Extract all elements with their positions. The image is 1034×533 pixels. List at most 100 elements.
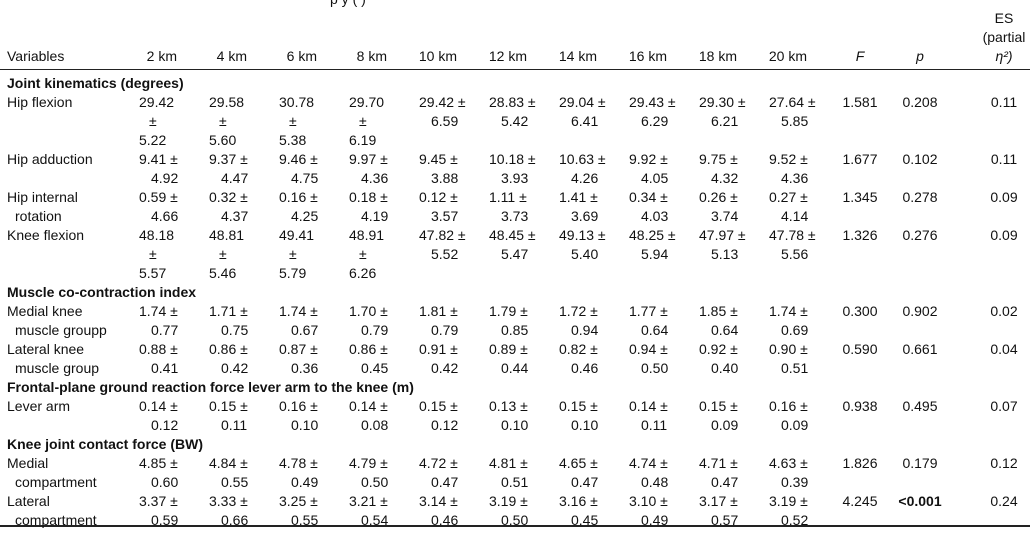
- data-cell: 3.17 ±: [699, 493, 738, 509]
- data-cell: 48.18: [139, 227, 175, 243]
- data-cell: 6.19: [349, 132, 377, 148]
- data-cell: 9.37 ±: [209, 151, 248, 167]
- data-cell: 4.36: [361, 170, 389, 186]
- data-cell: 0.48: [641, 474, 669, 490]
- data-cell: 0.86 ±: [209, 341, 248, 357]
- header-f: F: [855, 48, 865, 64]
- data-cell: 0.89 ±: [489, 341, 528, 357]
- data-cell: 9.97 ±: [349, 151, 388, 167]
- data-cell: 27.64 ±: [769, 94, 816, 110]
- data-cell: 0.50: [361, 474, 389, 490]
- data-cell: 0.92 ±: [699, 341, 738, 357]
- data-cell: 6.41: [571, 113, 599, 129]
- data-cell: 3.19 ±: [489, 493, 528, 509]
- row-label: Hip flexion: [7, 94, 73, 110]
- p-value: 0.276: [902, 227, 938, 243]
- row-label: Knee flexion: [7, 227, 85, 243]
- data-cell: 0.16 ±: [279, 189, 318, 205]
- data-cell: 4.03: [641, 208, 669, 224]
- data-cell: 4.72 ±: [419, 455, 458, 471]
- data-cell: 0.75: [221, 322, 249, 338]
- header-es-3: η²): [995, 48, 1013, 64]
- data-cell: 28.83 ±: [489, 94, 536, 110]
- data-cell: 3.57: [431, 208, 459, 224]
- data-cell: ±: [359, 113, 367, 129]
- header-variables: Variables: [7, 48, 65, 64]
- data-cell: 0.82 ±: [559, 341, 598, 357]
- data-cell: 0.77: [151, 322, 179, 338]
- data-cell: 0.45: [571, 512, 599, 528]
- data-cell: 10.63 ±: [559, 151, 606, 167]
- header-es-1: ES: [994, 10, 1014, 26]
- data-cell: 0.47: [571, 474, 599, 490]
- data-cell: ±: [289, 246, 297, 262]
- data-cell: 0.51: [501, 474, 529, 490]
- data-cell: ±: [149, 246, 157, 262]
- data-cell: 0.14 ±: [349, 398, 388, 414]
- data-cell: 5.47: [501, 246, 529, 262]
- es-value: 0.09: [990, 227, 1018, 243]
- data-cell: 0.16 ±: [769, 398, 808, 414]
- data-cell: 0.69: [781, 322, 809, 338]
- header-col-8: 18 km: [698, 48, 737, 64]
- data-cell: 0.15 ±: [419, 398, 458, 414]
- data-cell: 47.82 ±: [419, 227, 466, 243]
- data-cell: 5.42: [501, 113, 529, 129]
- f-value: 0.590: [842, 341, 878, 357]
- header-p: p: [916, 48, 924, 64]
- data-cell: 1.74 ±: [279, 303, 318, 319]
- data-cell: 0.86 ±: [349, 341, 388, 357]
- f-value: 1.826: [842, 455, 878, 471]
- data-cell: 0.44: [501, 360, 529, 376]
- data-cell: 0.12: [431, 417, 459, 433]
- data-cell: 4.66: [151, 208, 179, 224]
- data-cell: 0.55: [221, 474, 249, 490]
- data-cell: 3.10 ±: [629, 493, 668, 509]
- data-cell: 0.50: [501, 512, 529, 528]
- data-cell: 1.77 ±: [629, 303, 668, 319]
- data-cell: 3.37 ±: [139, 493, 178, 509]
- data-cell: 4.92: [151, 170, 179, 186]
- es-value: 0.02: [990, 303, 1018, 319]
- es-value: 0.11: [990, 151, 1018, 167]
- data-cell: 0.08: [361, 417, 389, 433]
- data-cell: 0.34 ±: [629, 189, 668, 205]
- data-cell: 0.16 ±: [279, 398, 318, 414]
- row-label: muscle groupp: [15, 322, 107, 338]
- data-cell: 0.47: [711, 474, 739, 490]
- data-cell: 4.26: [571, 170, 599, 186]
- data-cell: 0.46: [431, 512, 459, 528]
- data-cell: 0.45: [361, 360, 389, 376]
- data-cell: 29.58: [209, 94, 245, 110]
- data-cell: 9.41 ±: [139, 151, 178, 167]
- data-cell: 0.79: [431, 322, 459, 338]
- data-cell: 5.85: [781, 113, 809, 129]
- data-cell: 0.10: [501, 417, 529, 433]
- p-value: 0.495: [902, 398, 938, 414]
- data-cell: 4.75: [291, 170, 319, 186]
- header-col-5: 12 km: [488, 48, 527, 64]
- header-rule: [0, 69, 1030, 70]
- data-cell: 3.21 ±: [349, 493, 388, 509]
- data-cell: 6.21: [711, 113, 739, 129]
- row-label: Lateral knee: [7, 341, 85, 357]
- data-cell: 48.81: [209, 227, 245, 243]
- data-cell: 0.12: [151, 417, 179, 433]
- header-col-0: 2 km: [146, 48, 177, 64]
- data-cell: 5.13: [711, 246, 739, 262]
- data-cell: 29.42 ±: [419, 94, 466, 110]
- data-cell: 3.25 ±: [279, 493, 318, 509]
- data-cell: 5.46: [209, 265, 237, 281]
- data-cell: 1.85 ±: [699, 303, 738, 319]
- data-cell: 4.14: [781, 208, 809, 224]
- data-cell: 0.51: [781, 360, 809, 376]
- data-cell: 4.81 ±: [489, 455, 528, 471]
- data-cell: 0.39: [781, 474, 809, 490]
- data-cell: 5.56: [781, 246, 809, 262]
- data-cell: 4.78 ±: [279, 455, 318, 471]
- data-cell: 1.70 ±: [349, 303, 388, 319]
- f-value: 0.300: [842, 303, 878, 319]
- data-cell: 4.74 ±: [629, 455, 668, 471]
- data-cell: 3.93: [501, 170, 529, 186]
